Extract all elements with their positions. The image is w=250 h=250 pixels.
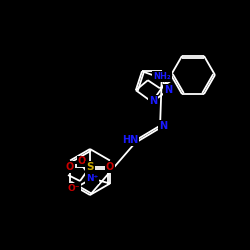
Text: O⁻: O⁻ bbox=[68, 184, 80, 193]
Text: N⁺: N⁺ bbox=[86, 174, 98, 183]
Text: O: O bbox=[66, 162, 74, 172]
Text: HN: HN bbox=[122, 135, 138, 145]
Text: O: O bbox=[106, 162, 114, 172]
Text: S: S bbox=[86, 162, 94, 172]
Text: NH₂: NH₂ bbox=[153, 72, 171, 81]
Text: N: N bbox=[159, 121, 167, 131]
Text: O: O bbox=[78, 156, 86, 166]
Text: N: N bbox=[149, 96, 157, 106]
Text: N: N bbox=[164, 85, 172, 95]
